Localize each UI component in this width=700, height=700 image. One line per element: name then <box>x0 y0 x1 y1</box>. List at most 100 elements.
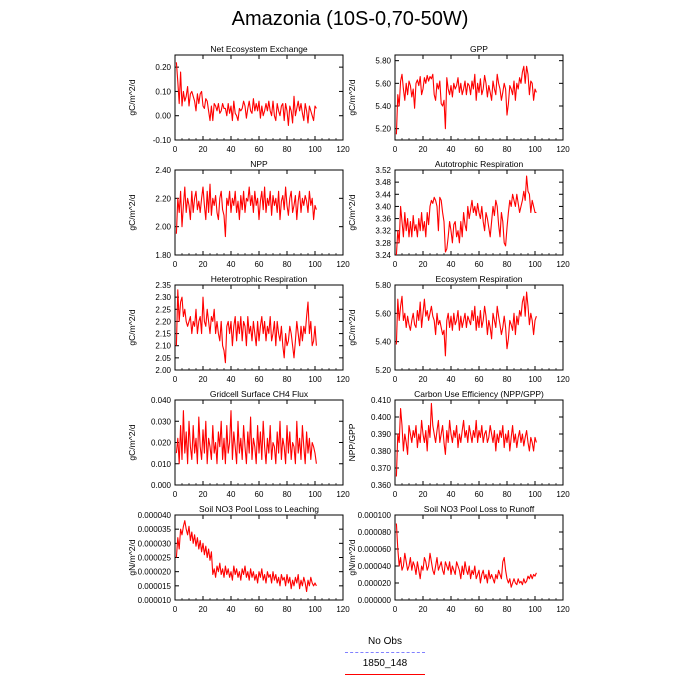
x-tick-label: 60 <box>255 145 264 154</box>
x-tick-label: 120 <box>556 605 570 614</box>
x-tick-label: 80 <box>503 260 512 269</box>
y-tick-label: 0.000020 <box>358 579 392 588</box>
legend-label-1850-148: 1850_148 <box>362 658 408 669</box>
x-tick-label: 100 <box>528 145 542 154</box>
x-tick-label: 40 <box>227 260 236 269</box>
y-tick-label: 3.24 <box>375 251 391 260</box>
y-tick-label: 0.20 <box>155 63 171 72</box>
series-line-gpp <box>395 65 537 135</box>
y-tick-label: 3.32 <box>375 227 391 236</box>
y-tick-label: 0.000035 <box>138 525 172 534</box>
x-tick-label: 120 <box>336 490 350 499</box>
x-tick-label: 80 <box>503 605 512 614</box>
y-tick-label: 2.30 <box>155 293 171 302</box>
x-tick-label: 100 <box>308 375 322 384</box>
x-tick-label: 120 <box>336 260 350 269</box>
x-tick-label: 60 <box>475 605 484 614</box>
series-line-soil-no3-pool-loss-to-leaching <box>175 520 317 593</box>
x-tick-label: 40 <box>447 490 456 499</box>
y-tick-label: 2.40 <box>155 166 171 175</box>
y-tick-label: 0.000000 <box>358 596 392 605</box>
x-tick-label: 100 <box>528 260 542 269</box>
panel-title: Soil NO3 Pool Loss to Leaching <box>199 504 319 514</box>
x-tick-label: 60 <box>475 260 484 269</box>
y-tick-label: 0.020 <box>151 439 172 448</box>
y-axis-label: gC/m^2/d <box>347 194 357 230</box>
panel-title: GPP <box>470 44 488 54</box>
y-tick-label: 0.030 <box>151 417 172 426</box>
x-tick-label: 40 <box>447 605 456 614</box>
x-tick-label: 20 <box>419 605 428 614</box>
x-tick-label: 80 <box>283 375 292 384</box>
x-tick-label: 60 <box>475 375 484 384</box>
x-tick-label: 80 <box>503 490 512 499</box>
figure-title: Amazonia (10S-0,70-50W) <box>231 8 469 30</box>
y-tick-label: 0.000010 <box>138 596 172 605</box>
x-tick-label: 120 <box>336 375 350 384</box>
legend-line-no-obs <box>345 652 425 653</box>
x-tick-label: 100 <box>528 375 542 384</box>
series-line-ecosystem-respiration <box>395 291 537 357</box>
y-axis-label: gC/m^2/d <box>127 424 137 460</box>
series-line-net-ecosystem-exchange <box>175 62 317 126</box>
panel-net-ecosystem-exchange: Net Ecosystem Exchange gC/m^2/d 0 20 40 60 80 1… <box>127 44 350 154</box>
y-tick-label: 0.000030 <box>138 539 172 548</box>
x-tick-label: 0 <box>173 145 178 154</box>
panel-frame <box>174 284 344 371</box>
y-axis-label: gN/m^2/d <box>347 539 357 575</box>
x-tick-label: 60 <box>475 490 484 499</box>
panel-title: Heterotrophic Respiration <box>211 274 308 284</box>
panel-autotrophic-respiration: Autotrophic Respiration gC/m^2/d 0 20 40 60 80… <box>347 159 570 269</box>
y-tick-label: 2.35 <box>155 281 171 290</box>
y-tick-label: 0.000060 <box>358 545 392 554</box>
panel-title: Net Ecosystem Exchange <box>210 44 308 54</box>
x-tick-label: 120 <box>556 145 570 154</box>
series-line-autotrophic-respiration <box>395 175 537 256</box>
x-tick-label: 0 <box>393 605 398 614</box>
y-tick-label: 0.000025 <box>138 554 172 563</box>
panel-soil-no3-pool-loss-to-runoff: Soil NO3 Pool Loss to Runoff gN/m^2/d 0 20 4… <box>347 504 570 614</box>
panel-frame <box>174 514 344 601</box>
x-tick-label: 120 <box>556 490 570 499</box>
x-tick-label: 120 <box>556 260 570 269</box>
y-tick-label: 0.390 <box>371 430 392 439</box>
y-tick-label: 2.05 <box>155 354 171 363</box>
x-tick-label: 100 <box>308 145 322 154</box>
x-tick-label: 60 <box>255 605 264 614</box>
y-tick-label: -0.10 <box>153 136 172 145</box>
y-tick-label: 0.000040 <box>358 562 392 571</box>
series-line-npp <box>175 183 317 238</box>
x-tick-label: 60 <box>255 375 264 384</box>
x-tick-label: 0 <box>393 375 398 384</box>
x-tick-label: 60 <box>255 490 264 499</box>
x-tick-label: 100 <box>528 490 542 499</box>
x-tick-label: 20 <box>419 145 428 154</box>
x-tick-label: 80 <box>283 145 292 154</box>
x-tick-label: 0 <box>173 605 178 614</box>
series-line-carbon-use-efficiency-npp-gpp <box>395 402 537 477</box>
y-tick-label: 3.48 <box>375 178 391 187</box>
y-tick-label: 5.40 <box>375 102 391 111</box>
series-line-soil-no3-pool-loss-to-runoff <box>395 523 537 588</box>
y-tick-label: 0.010 <box>151 460 172 469</box>
legend-label-no-obs: No Obs <box>368 636 402 647</box>
x-tick-label: 60 <box>475 145 484 154</box>
y-tick-label: 0.410 <box>371 396 392 405</box>
y-tick-label: 0.10 <box>155 87 171 96</box>
x-tick-label: 20 <box>419 375 428 384</box>
y-axis-label: gN/m^2/d <box>127 539 137 575</box>
x-tick-label: 120 <box>336 605 350 614</box>
panel-gpp: GPP gC/m^2/d 0 20 40 60 80 100 120 5.20 5.40 5.60 5.… <box>347 44 570 154</box>
x-tick-label: 20 <box>199 260 208 269</box>
y-axis-label: gC/m^2/d <box>127 79 137 115</box>
panel-soil-no3-pool-loss-to-leaching: Soil NO3 Pool Loss to Leaching gN/m^2/d 0 2… <box>127 504 350 614</box>
y-tick-label: 0.370 <box>371 464 392 473</box>
x-tick-label: 40 <box>447 145 456 154</box>
x-tick-label: 100 <box>308 260 322 269</box>
y-tick-label: 2.20 <box>155 194 171 203</box>
legend-line-1850-148 <box>345 674 425 675</box>
x-tick-label: 80 <box>503 145 512 154</box>
x-tick-label: 40 <box>447 260 456 269</box>
y-tick-label: 3.44 <box>375 190 391 199</box>
x-tick-label: 0 <box>173 490 178 499</box>
